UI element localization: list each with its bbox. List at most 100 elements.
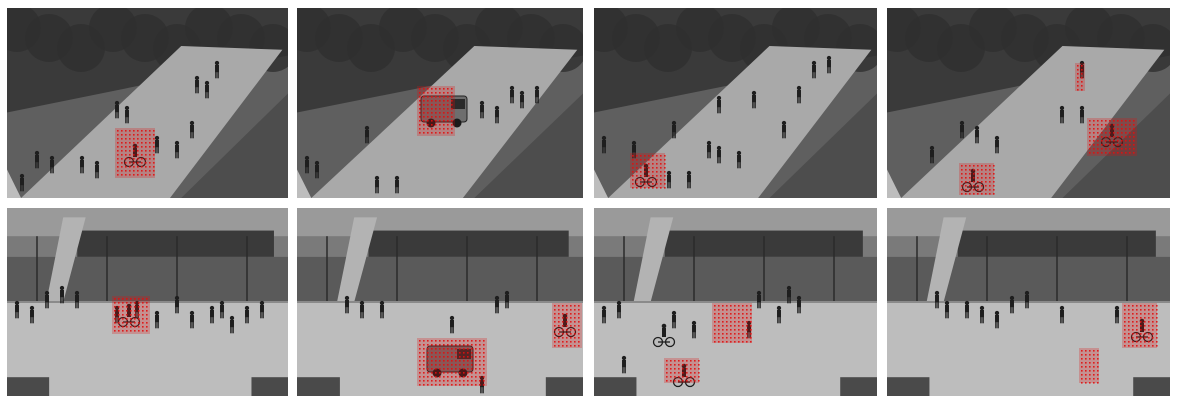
pedestrian xyxy=(1114,305,1120,324)
pedestrian xyxy=(259,300,265,319)
bicycle xyxy=(634,163,658,188)
pedestrian xyxy=(44,290,50,309)
pedestrian xyxy=(219,300,225,319)
pedestrian xyxy=(189,120,195,139)
frame-plaza-1 xyxy=(7,208,288,396)
pedestrian xyxy=(209,305,215,324)
pedestrian xyxy=(344,295,350,314)
anomaly-highlight xyxy=(1075,63,1085,91)
anomaly-highlight xyxy=(1087,118,1137,156)
pedestrian xyxy=(621,355,627,374)
scene-image xyxy=(887,208,1170,396)
pedestrian xyxy=(29,305,35,324)
frame-plaza-4 xyxy=(887,208,1170,396)
anomaly-highlight xyxy=(112,296,150,334)
pedestrian xyxy=(751,90,757,109)
scene-image xyxy=(297,208,583,396)
pedestrian xyxy=(379,300,385,319)
pedestrian xyxy=(504,290,510,309)
anomaly-highlight xyxy=(630,153,666,189)
pedestrian xyxy=(519,90,525,109)
pedestrian xyxy=(314,160,320,179)
vehicle xyxy=(426,345,474,378)
scene-image xyxy=(7,8,288,198)
pedestrian xyxy=(1059,105,1065,124)
pedestrian xyxy=(194,75,200,94)
pedestrian xyxy=(174,140,180,159)
pedestrian xyxy=(494,295,500,314)
pedestrian xyxy=(1024,290,1030,309)
anomaly-highlight xyxy=(712,303,752,343)
frame-walkway-2 xyxy=(297,8,583,198)
pedestrian xyxy=(706,140,712,159)
anomaly-highlight xyxy=(1079,348,1099,384)
scene-image xyxy=(594,8,877,198)
frame-plaza-3 xyxy=(594,208,877,396)
scene-image xyxy=(887,8,1170,198)
pedestrian xyxy=(19,173,25,192)
anomaly-highlight xyxy=(552,303,582,348)
pedestrian xyxy=(204,80,210,99)
pedestrian xyxy=(479,100,485,119)
anomaly-highlight xyxy=(417,86,455,136)
pedestrian xyxy=(449,315,455,334)
pedestrian xyxy=(716,145,722,164)
pedestrian xyxy=(49,155,55,174)
pedestrian xyxy=(756,290,762,309)
anomaly-highlight xyxy=(115,128,155,178)
pedestrian xyxy=(374,175,380,194)
scene-image xyxy=(594,208,877,396)
pedestrian xyxy=(776,305,782,324)
pedestrian xyxy=(154,310,160,329)
pedestrian xyxy=(509,85,515,104)
pedestrian xyxy=(781,120,787,139)
pedestrian xyxy=(601,135,607,154)
anomaly-highlight xyxy=(959,163,995,195)
pedestrian xyxy=(74,290,80,309)
bicycle xyxy=(652,323,676,348)
pedestrian xyxy=(826,55,832,74)
pedestrian xyxy=(959,120,965,139)
pedestrian xyxy=(964,300,970,319)
pedestrian xyxy=(34,150,40,169)
pedestrian xyxy=(736,150,742,169)
pedestrian xyxy=(494,105,500,124)
pedestrian xyxy=(601,305,607,324)
pedestrian xyxy=(154,135,160,154)
pedestrian xyxy=(994,310,1000,329)
scene-image xyxy=(7,208,288,396)
anomaly-highlight xyxy=(417,338,487,386)
pedestrian xyxy=(394,175,400,194)
pedestrian xyxy=(796,295,802,314)
pedestrian xyxy=(974,125,980,144)
pedestrian xyxy=(229,315,235,334)
pedestrian xyxy=(114,100,120,119)
frame-plaza-2 xyxy=(297,208,583,396)
pedestrian xyxy=(1009,295,1015,314)
pedestrian xyxy=(666,170,672,189)
pedestrian xyxy=(14,300,20,319)
pedestrian xyxy=(994,135,1000,154)
pedestrian xyxy=(686,170,692,189)
pedestrian xyxy=(189,310,195,329)
pedestrian xyxy=(944,300,950,319)
pedestrian xyxy=(811,60,817,79)
pedestrian xyxy=(671,120,677,139)
pedestrian xyxy=(59,285,65,304)
pedestrian xyxy=(304,155,310,174)
pedestrian xyxy=(1079,105,1085,124)
frame-walkway-3 xyxy=(594,8,877,198)
pedestrian xyxy=(359,300,365,319)
pedestrian xyxy=(616,300,622,319)
pedestrian xyxy=(671,310,677,329)
frame-walkway-1 xyxy=(7,8,288,198)
anomaly-highlight xyxy=(1122,303,1158,348)
pedestrian xyxy=(934,290,940,309)
pedestrian xyxy=(244,305,250,324)
pedestrian xyxy=(364,125,370,144)
scene-image xyxy=(297,8,583,198)
pedestrian xyxy=(929,145,935,164)
pedestrian xyxy=(786,285,792,304)
pedestrian xyxy=(796,85,802,104)
